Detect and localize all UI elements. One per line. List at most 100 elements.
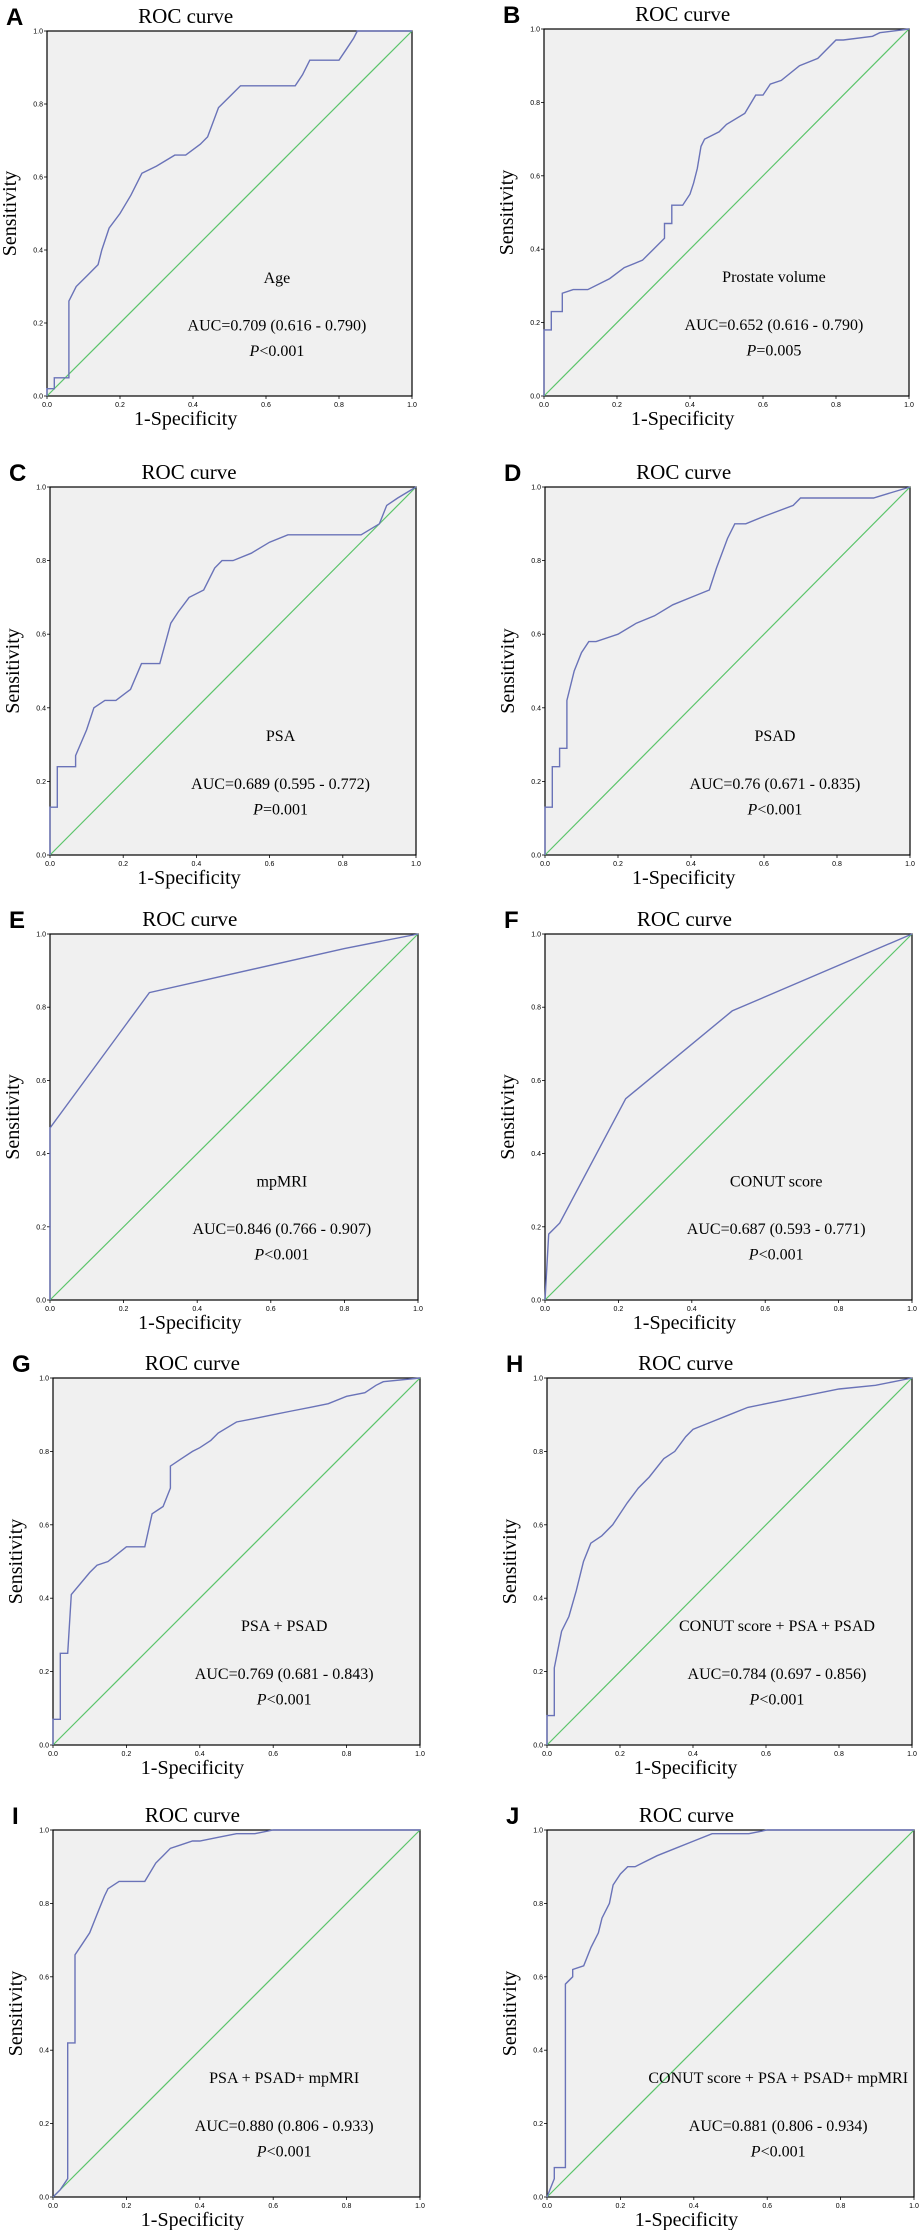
y-tick-label: 0.8 [533,1449,543,1456]
p-value-symbol: P [256,2144,267,2161]
reference-line [546,1377,913,1746]
roc-panel-j: J ROC curve 0.00.0 0.2 0.2 0.4 0.4 0.6 0.6 0.8 0.8… [499,1803,919,2230]
y-tick-label: 0.2 [531,779,541,786]
variable-label: CONUT score + PSA + PSAD+ mpMRI [648,2070,908,2087]
p-value-label: P<0.001 [747,802,803,819]
y-tick-label: 0.8 [36,1005,46,1012]
y-tick-label: 0.8 [33,102,43,109]
y-tick-label: 0.8 [530,100,540,107]
y-tick-label: 0.4 [530,247,540,254]
roc-panel-c: C ROC curve 0.00.0 0.2 0.2 0.4 0.4 0.6 0.6 0.8 0.8… [2,460,421,889]
y-tick-label: 1.0 [36,485,46,492]
auc-label: AUC=0.689 (0.595 - 0.772) [191,776,370,793]
y-tick-label: 1.0 [531,485,541,492]
y-tick-label: 0.2 [533,1669,543,1676]
auc-label: AUC=0.880 (0.806 - 0.933) [195,2118,374,2135]
y-tick-label: 1.0 [533,1376,543,1383]
y-tick-label: 0.8 [36,558,46,565]
x-tick-label: 1.0 [413,1306,423,1313]
variable-label: CONUT score [730,1174,823,1191]
x-tick-label: 0.8 [342,2203,352,2210]
auc-label: AUC=0.76 (0.671 - 0.835) [690,776,861,793]
reference-line [46,30,413,397]
auc-label: AUC=0.687 (0.593 - 0.771) [687,1221,866,1238]
reference-line [544,933,913,1301]
x-tick-label: 0.6 [268,1751,278,1758]
y-tick-label: 0.4 [36,705,46,712]
x-tick-label: 0.4 [192,1306,202,1313]
y-tick-label: 0.6 [36,632,46,639]
chart-title: ROC curve [142,907,237,931]
chart-title: ROC curve [145,1803,240,1827]
x-tick-label: 0.4 [192,861,202,868]
y-tick-label: 0.2 [531,1224,541,1231]
chart-title: ROC curve [639,1803,734,1827]
panel-letter-e: E [9,907,25,934]
p-value-text: <0.001 [267,1692,312,1709]
y-tick-label: 0.8 [533,1901,543,1908]
y-tick-label: 1.0 [533,1828,543,1835]
roc-panel-h: H ROC curve 0.00.0 0.2 0.2 0.4 0.4 0.6 0.6 0.8 0.8… [499,1351,917,1779]
y-tick-label: 0.6 [531,1078,541,1085]
y-axis-label: Sensitivity [496,170,518,256]
y-axis-label: Sensitivity [0,171,21,257]
roc-panel-a: A ROC curve 0.00.0 0.2 0.2 0.4 0.4 0.6 0.6 0.8 0.8… [0,4,417,430]
x-tick-label: 0.0 [45,1306,55,1313]
reference-line [49,933,419,1301]
roc-curve-line [49,933,419,1300]
x-tick-label: 0.8 [832,861,842,868]
y-tick-label: 0.2 [36,1224,46,1231]
x-tick-label: 0.8 [340,1306,350,1313]
roc-panel-d: D ROC curve 0.00.0 0.2 0.2 0.4 0.4 0.6 0.6 0.8 0.8… [497,460,915,889]
x-tick-label: 0.4 [685,402,695,409]
y-tick-label: 0.0 [531,853,541,860]
x-tick-label: 1.0 [904,402,914,409]
x-tick-label: 0.0 [542,2203,552,2210]
p-value-symbol: P [748,1247,759,1264]
x-tick-label: 0.2 [615,1751,625,1758]
reference-line [49,486,417,856]
x-tick-label: 0.0 [45,861,55,868]
x-axis-label: 1-Specificity [633,1312,736,1334]
y-tick-label: 0.6 [39,1974,49,1981]
auc-label: AUC=0.652 (0.616 - 0.790) [685,317,864,334]
x-tick-label: 0.6 [759,861,769,868]
x-tick-label: 0.4 [687,1306,697,1313]
p-value-symbol: P [747,802,758,819]
y-axis-label: Sensitivity [2,628,24,714]
x-tick-label: 0.2 [118,861,128,868]
x-tick-label: 0.2 [119,1306,129,1313]
y-tick-label: 0.8 [531,558,541,565]
y-tick-label: 1.0 [33,29,43,36]
variable-label: mpMRI [257,1174,308,1191]
variable-label: Age [264,270,291,287]
auc-label: AUC=0.881 (0.806 - 0.934) [689,2118,868,2135]
x-tick-label: 1.0 [907,1751,917,1758]
x-tick-label: 1.0 [909,2203,919,2210]
y-axis-label: Sensitivity [499,1971,521,2057]
y-tick-label: 1.0 [39,1828,49,1835]
x-tick-label: 0.6 [758,402,768,409]
p-value-label: P=0.001 [252,802,308,819]
roc-curve-line [546,1377,913,1745]
y-tick-label: 0.2 [39,2121,49,2128]
y-tick-label: 0.4 [531,1151,541,1158]
roc-panel-f: F ROC curve 0.00.0 0.2 0.2 0.4 0.4 0.6 0.6 0.8 0.8… [497,907,917,1334]
p-value-label: P<0.001 [256,1692,312,1709]
x-axis-label: 1-Specificity [134,408,237,430]
y-axis-label: Sensitivity [497,628,519,714]
x-tick-label: 1.0 [907,1306,917,1313]
x-tick-label: 0.6 [761,1751,771,1758]
y-tick-label: 0.0 [36,853,46,860]
x-axis-label: 1-Specificity [137,867,240,889]
y-tick-label: 0.8 [39,1901,49,1908]
y-tick-label: 0.2 [33,321,43,328]
roc-curve-line [543,28,910,396]
p-value-symbol: P [252,802,263,819]
y-tick-label: 0.4 [533,1596,543,1603]
y-tick-label: 0.0 [531,1298,541,1305]
x-tick-label: 0.8 [831,402,841,409]
x-tick-label: 0.0 [48,2203,58,2210]
x-tick-label: 0.0 [48,1751,58,1758]
panel-letter-c: C [9,460,26,487]
